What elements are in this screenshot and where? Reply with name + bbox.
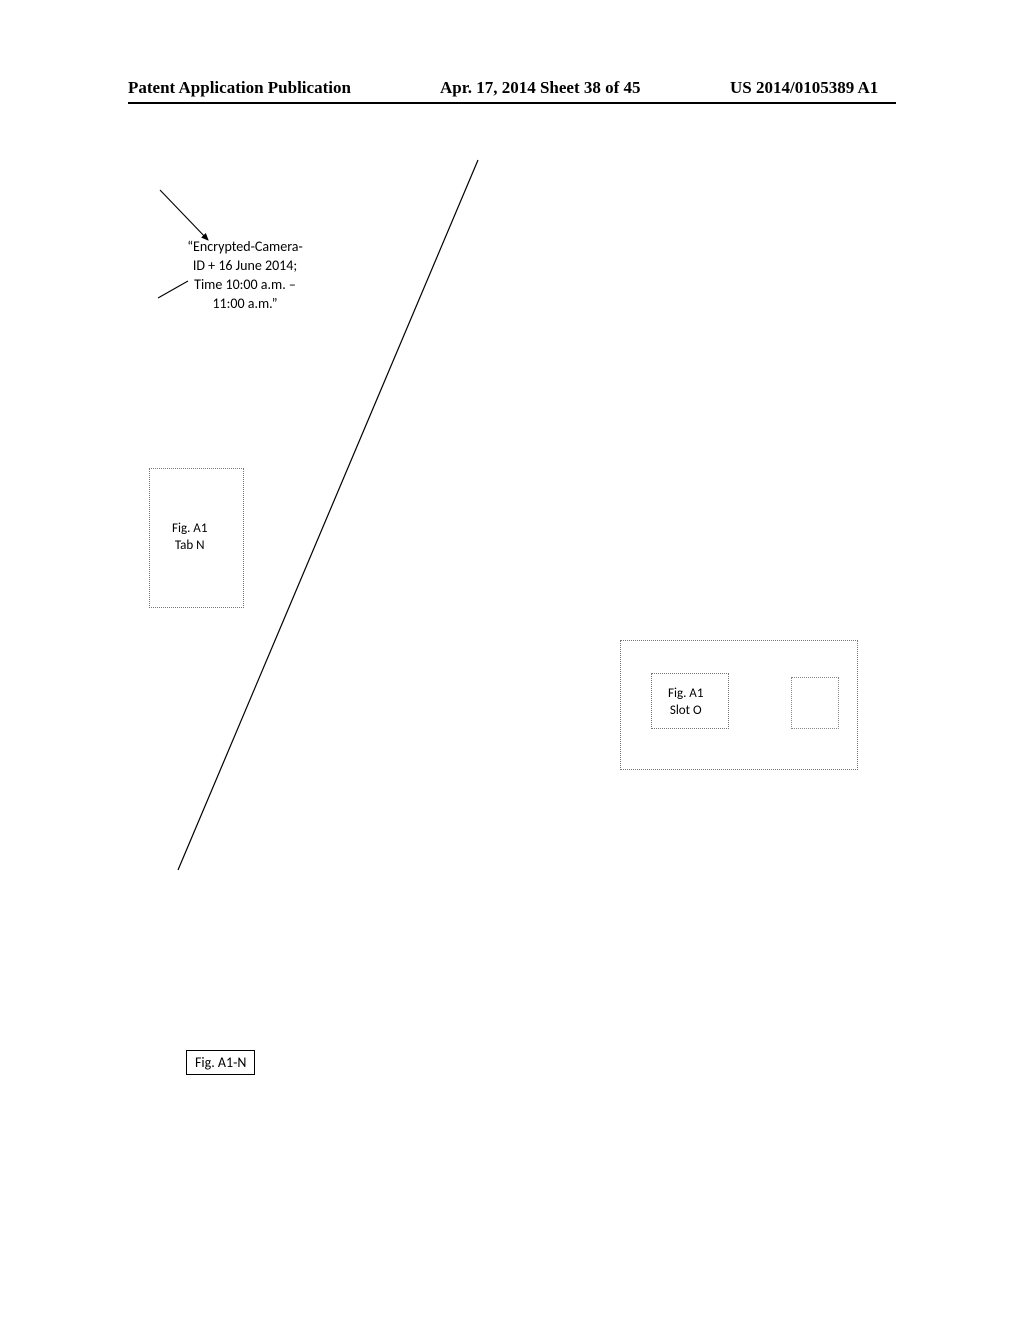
header-right: US 2014/0105389 A1: [730, 78, 878, 98]
slot-inner-box: Fig. A1 Slot O: [651, 673, 729, 729]
figure-caption-text: Fig. A1-N: [195, 1054, 246, 1071]
tab-box-label: Fig. A1 Tab N: [172, 521, 207, 555]
page: Patent Application Publication Apr. 17, …: [0, 0, 1024, 1320]
annotation-line: “Encrypted-Camera-: [170, 238, 320, 257]
tab-box-label-line: Fig. A1: [172, 521, 207, 538]
header-center: Apr. 17, 2014 Sheet 38 of 45: [440, 78, 641, 98]
slot-box-label-line: Slot O: [668, 703, 703, 720]
header-rule: [128, 102, 896, 104]
tab-box-label-line: Tab N: [172, 538, 207, 555]
slot-box-label: Fig. A1 Slot O: [668, 686, 703, 720]
arrow-to-annotation: [160, 190, 208, 240]
annotation-line: ID + 16 June 2014;: [170, 257, 320, 276]
line-layer: [0, 0, 1024, 1320]
header-left: Patent Application Publication: [128, 78, 351, 98]
annotation-text: “Encrypted-Camera- ID + 16 June 2014; Ti…: [170, 238, 320, 314]
slot-box-label-line: Fig. A1: [668, 686, 703, 703]
annotation-line: Time 10:00 a.m. –: [170, 276, 320, 295]
slot-sub-box: [791, 677, 839, 729]
tab-box: Fig. A1 Tab N: [149, 468, 244, 608]
slot-box: Fig. A1 Slot O: [620, 640, 858, 770]
annotation-line: 11:00 a.m.”: [170, 295, 320, 314]
figure-caption: Fig. A1-N: [186, 1050, 255, 1075]
